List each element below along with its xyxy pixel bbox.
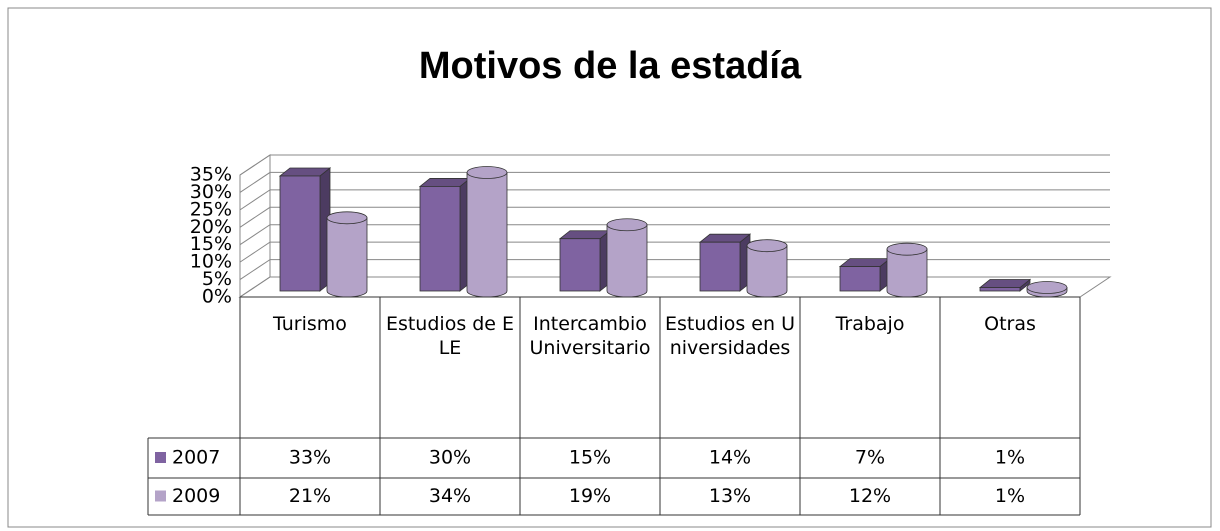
data-label: 12% bbox=[849, 485, 891, 507]
bar-front bbox=[419, 186, 461, 292]
data-label: 7% bbox=[855, 447, 885, 469]
bar-top bbox=[606, 218, 648, 232]
y-tick-label: 35% bbox=[190, 164, 232, 186]
bar bbox=[978, 278, 1032, 292]
data-label: 1% bbox=[995, 447, 1025, 469]
bar-body bbox=[886, 248, 928, 298]
chart-title: Motivos de la estadía bbox=[419, 45, 802, 87]
y-tick-label: 10% bbox=[190, 251, 232, 273]
y-tick-label: 30% bbox=[190, 181, 232, 203]
legend-label: 2009 bbox=[172, 485, 220, 507]
grid-line bbox=[239, 241, 1110, 263]
bar-top bbox=[1026, 281, 1068, 294]
bar bbox=[418, 177, 472, 292]
data-label: 15% bbox=[569, 447, 611, 469]
y-tick-label: 20% bbox=[190, 216, 232, 238]
bar-body bbox=[746, 245, 788, 298]
bar-front bbox=[279, 175, 321, 292]
floor bbox=[238, 276, 1112, 298]
grid-line bbox=[239, 154, 1110, 176]
y-tick-label: 5% bbox=[202, 268, 232, 290]
grid-line bbox=[239, 189, 1110, 211]
data-label: 14% bbox=[709, 447, 751, 469]
x-tick-label: Turismo bbox=[273, 313, 347, 335]
side-wall bbox=[239, 154, 271, 298]
data-label: 21% bbox=[289, 485, 331, 507]
x-tick-label: Estudios en Universidades bbox=[665, 313, 795, 359]
grid-line bbox=[239, 276, 1110, 298]
bar-top bbox=[746, 239, 788, 253]
bar bbox=[838, 257, 892, 292]
legend-key bbox=[155, 452, 166, 463]
bar-front bbox=[839, 266, 881, 292]
legend-label: 2007 bbox=[172, 447, 220, 469]
x-tick-label: Otras bbox=[984, 313, 1036, 335]
bar bbox=[278, 167, 332, 292]
bar-top bbox=[326, 211, 368, 225]
bar bbox=[1026, 281, 1068, 298]
bar bbox=[886, 242, 928, 298]
bar bbox=[466, 166, 508, 298]
bar bbox=[558, 229, 612, 292]
bar bbox=[606, 218, 648, 298]
bar-top bbox=[886, 242, 928, 256]
bar-front bbox=[979, 287, 1021, 292]
y-tick-label: 15% bbox=[190, 233, 232, 255]
y-tick-label: 25% bbox=[190, 198, 232, 220]
bar-body bbox=[326, 217, 368, 298]
bar-body bbox=[606, 224, 648, 298]
x-tick-label: Trabajo bbox=[835, 313, 905, 335]
bar bbox=[326, 211, 368, 298]
bar-top bbox=[466, 166, 508, 179]
grid-line bbox=[239, 206, 1110, 228]
bar bbox=[746, 239, 788, 298]
data-label: 1% bbox=[995, 485, 1025, 507]
data-label: 19% bbox=[569, 485, 611, 507]
x-tick-label: Estudios de ELE bbox=[385, 313, 515, 359]
grid-line bbox=[239, 259, 1110, 280]
x-tick-label: Intercambio Universitario bbox=[529, 313, 651, 359]
bar-front bbox=[699, 241, 741, 292]
bar-body bbox=[466, 172, 508, 298]
y-tick-label: 0% bbox=[202, 286, 232, 308]
bar-front bbox=[559, 238, 601, 292]
legend-key bbox=[155, 490, 166, 502]
bar bbox=[698, 233, 752, 292]
grid-line bbox=[239, 171, 1110, 193]
data-label: 30% bbox=[429, 447, 471, 469]
grid-line bbox=[239, 224, 1110, 246]
data-label: 13% bbox=[709, 485, 751, 507]
data-label: 34% bbox=[429, 485, 471, 507]
data-label: 33% bbox=[289, 447, 331, 469]
